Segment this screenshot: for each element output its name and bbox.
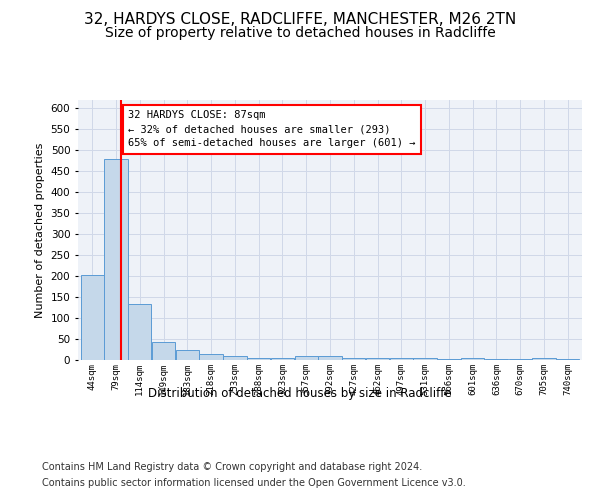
Text: 32 HARDYS CLOSE: 87sqm
← 32% of detached houses are smaller (293)
65% of semi-de: 32 HARDYS CLOSE: 87sqm ← 32% of detached… <box>128 110 416 148</box>
Y-axis label: Number of detached properties: Number of detached properties <box>35 142 45 318</box>
Text: Contains HM Land Registry data © Crown copyright and database right 2024.: Contains HM Land Registry data © Crown c… <box>42 462 422 472</box>
Bar <box>342 358 365 360</box>
Bar <box>509 359 532 360</box>
Bar <box>485 359 508 360</box>
Bar <box>80 275 104 360</box>
Bar <box>199 354 223 360</box>
Text: Contains public sector information licensed under the Open Government Licence v3: Contains public sector information licen… <box>42 478 466 488</box>
Bar <box>532 358 556 360</box>
Text: Distribution of detached houses by size in Radcliffe: Distribution of detached houses by size … <box>148 388 452 400</box>
Bar <box>319 356 341 360</box>
Bar <box>223 356 247 360</box>
Bar <box>271 358 294 360</box>
Bar <box>247 358 271 360</box>
Bar <box>437 359 461 360</box>
Bar <box>556 359 580 360</box>
Bar <box>366 358 389 360</box>
Text: 32, HARDYS CLOSE, RADCLIFFE, MANCHESTER, M26 2TN: 32, HARDYS CLOSE, RADCLIFFE, MANCHESTER,… <box>84 12 516 28</box>
Bar <box>176 350 199 360</box>
Bar <box>461 358 484 360</box>
Bar <box>104 159 128 360</box>
Bar <box>128 304 151 360</box>
Bar <box>413 358 437 360</box>
Bar <box>295 356 318 360</box>
Bar <box>389 358 413 360</box>
Bar <box>152 342 175 360</box>
Text: Size of property relative to detached houses in Radcliffe: Size of property relative to detached ho… <box>104 26 496 40</box>
